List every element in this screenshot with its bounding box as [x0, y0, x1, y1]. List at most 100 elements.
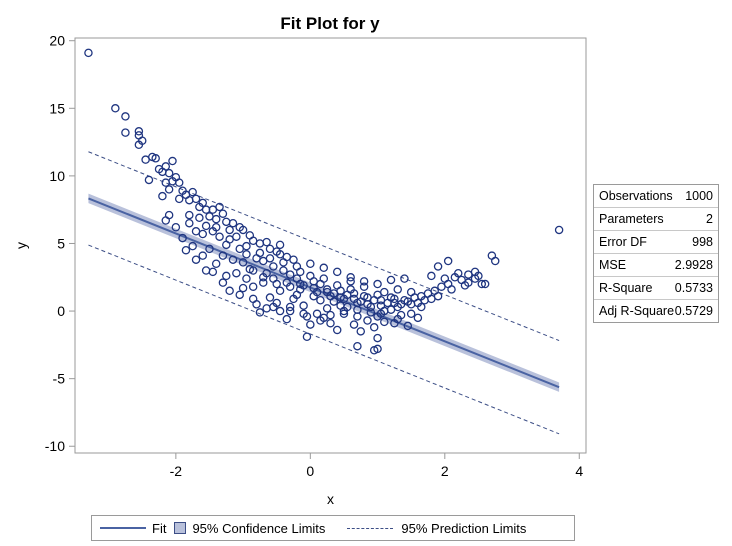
- data-point: [222, 271, 231, 281]
- data-point: [292, 262, 302, 271]
- data-point: [188, 187, 197, 197]
- data-point: [289, 294, 298, 304]
- data-point: [185, 210, 194, 220]
- data-point: [353, 312, 362, 321]
- stat-value: 0.5729: [674, 304, 713, 318]
- axes: -2 0 2 4 -10 -5 0 5 10 15 20 x y: [13, 33, 583, 507]
- data-point: [299, 309, 308, 319]
- data-point: [346, 273, 355, 282]
- legend: Fit 95% Confidence Limits 95% Prediction…: [91, 515, 575, 541]
- data-point: [380, 306, 389, 316]
- confidence-swatch: [174, 522, 187, 534]
- data-point: [356, 327, 366, 336]
- data-point: [238, 258, 248, 267]
- data-point: [427, 271, 436, 281]
- stat-label: Adj R-Square: [599, 304, 675, 318]
- upper-prediction-limit: [88, 151, 560, 342]
- data-point: [238, 225, 248, 235]
- data-point: [178, 233, 187, 243]
- stat-value: 2.9928: [674, 258, 713, 272]
- data-point: [161, 216, 171, 225]
- y-tick-label: 0: [57, 303, 65, 319]
- data-point: [279, 258, 288, 267]
- data-point: [282, 314, 292, 324]
- data-point: [222, 217, 231, 227]
- data-point: [363, 293, 372, 302]
- data-point: [406, 309, 416, 319]
- data-point: [359, 282, 369, 291]
- data-point: [255, 239, 265, 248]
- legend-confidence: 95% Confidence Limits: [174, 521, 325, 536]
- data-point: [158, 191, 167, 201]
- data-point: [390, 298, 399, 308]
- data-point: [373, 279, 382, 289]
- data-point: [312, 309, 322, 319]
- data-point: [164, 168, 174, 178]
- data-point: [275, 286, 285, 296]
- data-point: [84, 48, 93, 58]
- stat-value: 998: [692, 235, 713, 249]
- data-point: [269, 274, 278, 283]
- data-point: [134, 127, 144, 136]
- lower-prediction-limit: [88, 244, 560, 435]
- y-axis-label: y: [13, 242, 29, 249]
- data-point: [554, 225, 564, 235]
- data-point: [474, 271, 483, 281]
- stat-value: 1000: [685, 189, 713, 203]
- data-point: [386, 275, 396, 285]
- data-point: [295, 285, 305, 294]
- data-point: [369, 346, 379, 355]
- data-point: [228, 218, 238, 228]
- data-point: [121, 112, 130, 121]
- data-point: [144, 175, 154, 185]
- data-point: [272, 298, 281, 308]
- x-tick-label: 2: [441, 463, 449, 479]
- x-tick-label: 0: [306, 463, 314, 479]
- data-point: [349, 320, 359, 329]
- stat-value: 2: [706, 212, 713, 226]
- data-point: [359, 277, 369, 286]
- legend-confidence-label: 95% Confidence Limits: [192, 520, 326, 536]
- data-point: [339, 294, 349, 304]
- data-point: [406, 300, 416, 309]
- data-point: [319, 274, 329, 283]
- y-tick-label: -5: [53, 371, 66, 387]
- data-point: [211, 214, 221, 224]
- stat-row: Observations 1000: [594, 185, 718, 208]
- data-point: [238, 283, 248, 293]
- data-point: [134, 140, 144, 150]
- data-point: [171, 223, 181, 232]
- data-point: [353, 298, 362, 308]
- data-point: [369, 323, 379, 332]
- data-point: [393, 314, 402, 324]
- data-point: [225, 286, 234, 296]
- stat-row: Parameters 2: [594, 208, 718, 231]
- data-point: [235, 290, 244, 300]
- data-point: [393, 285, 402, 294]
- data-point: [322, 285, 332, 294]
- data-point: [242, 274, 251, 283]
- data-point: [218, 278, 228, 287]
- data-point: [248, 282, 258, 291]
- data-point: [245, 264, 255, 274]
- data-point: [326, 310, 335, 320]
- data-point: [480, 279, 490, 289]
- data-point: [490, 256, 500, 266]
- stat-label: R-Square: [599, 281, 653, 295]
- data-point: [255, 308, 265, 317]
- data-point: [306, 320, 315, 329]
- data-point: [174, 194, 184, 204]
- data-point: [218, 209, 228, 218]
- data-point: [211, 223, 221, 232]
- data-point: [215, 232, 224, 241]
- data-point: [306, 271, 315, 281]
- data-point: [255, 248, 265, 258]
- data-point: [275, 306, 285, 316]
- data-point: [259, 273, 268, 282]
- stat-value: 0.5733: [674, 281, 713, 295]
- data-point: [326, 318, 335, 328]
- data-point: [295, 279, 305, 289]
- data-point: [198, 251, 207, 260]
- data-point: [259, 278, 268, 287]
